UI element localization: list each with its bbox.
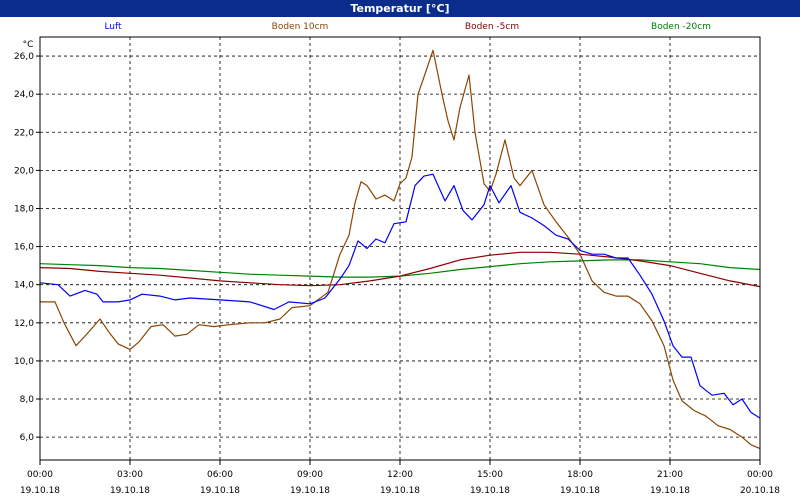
series-line-1 (40, 49, 761, 450)
x-tick-date: 19.10.18 (650, 486, 690, 496)
x-tick-date: 20.10.18 (740, 486, 780, 496)
y-tick-label: 14,0 (14, 281, 34, 291)
x-tick-date: 19.10.18 (20, 486, 60, 496)
legend-entry-2: Boden -5cm (465, 22, 519, 32)
y-tick-label: 8,0 (20, 395, 35, 405)
y-axis-unit: °C (23, 40, 34, 50)
legend-entry-3: Boden -20cm (651, 22, 711, 32)
x-tick-date: 19.10.18 (470, 486, 510, 496)
x-tick-time: 00:00 (27, 470, 53, 480)
x-tick-time: 15:00 (477, 470, 503, 480)
x-tick-date: 19.10.18 (560, 486, 600, 496)
grid-lines (40, 37, 760, 460)
y-tick-label: 24,0 (14, 90, 34, 100)
x-tick-time: 09:00 (297, 470, 323, 480)
x-tick-time: 18:00 (567, 470, 593, 480)
y-tick-label: 26,0 (14, 52, 34, 62)
legend: Luft Boden 10cm Boden -5cm Boden -20cm (104, 22, 711, 32)
x-tick-date: 19.10.18 (290, 486, 330, 496)
x-tick-time: 21:00 (657, 470, 683, 480)
y-tick-label: 16,0 (14, 243, 34, 253)
x-tick-time: 06:00 (207, 470, 233, 480)
x-tick-date: 19.10.18 (110, 486, 150, 496)
series-line-0 (39, 173, 761, 419)
temperature-chart: 6,0 8,0 10,0 12,0 14,0 16,0 18,0 20,0 22,0 24,0 26… (14, 22, 780, 496)
axes: 6,0 8,0 10,0 12,0 14,0 16,0 18,0 20,0 22,0 24,0 26… (14, 36, 780, 496)
chart-title: Temperatur [°C] (0, 0, 800, 17)
y-tick-label: 20,0 (14, 166, 34, 176)
y-tick-label: 18,0 (14, 204, 34, 214)
x-tick-time: 03:00 (117, 470, 143, 480)
x-tick-time: 00:00 (747, 470, 773, 480)
x-tick-date: 19.10.18 (380, 486, 420, 496)
plot-frame (39, 36, 761, 461)
y-tick-label: 6,0 (20, 433, 35, 443)
y-tick-label: 10,0 (14, 357, 34, 367)
series-line-2 (39, 251, 761, 288)
legend-entry-0: Luft (104, 22, 122, 32)
y-tick-label: 22,0 (14, 128, 34, 138)
x-tick-date: 19.10.18 (200, 486, 240, 496)
legend-entry-1: Boden 10cm (272, 22, 329, 32)
series-lines (39, 49, 761, 450)
y-tick-label: 12,0 (14, 319, 34, 329)
x-tick-time: 12:00 (387, 470, 413, 480)
